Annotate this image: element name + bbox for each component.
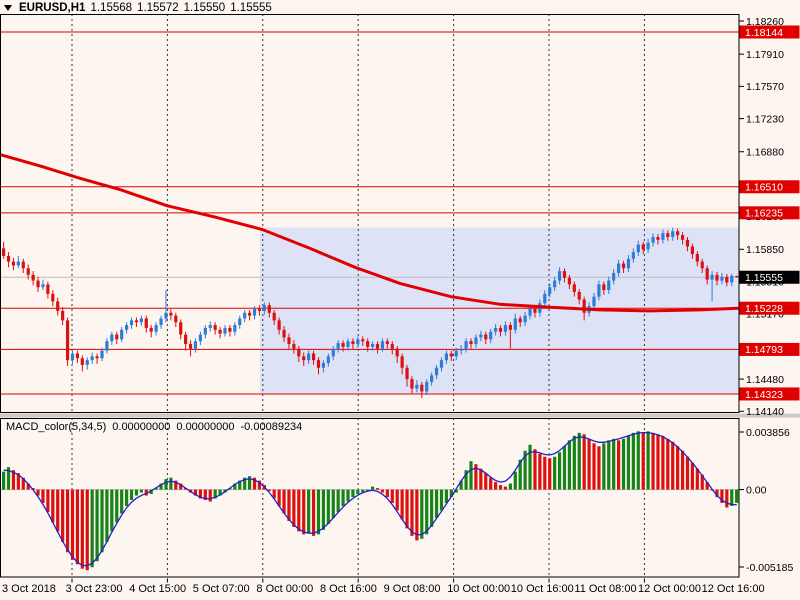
- price-axis[interactable]: 1.18260 1.17910 1.17570 1.17230 1.16880 1.162…: [739, 16, 800, 574]
- price-badge-1.16235: [739, 206, 800, 220]
- time-tick-label: 9 Oct 08:00: [384, 583, 441, 595]
- time-tick-label: 11 Oct 08:00: [574, 583, 636, 595]
- price-tick-label: 1.18260: [746, 16, 784, 28]
- price-badge-label: 1.14323: [745, 389, 783, 401]
- price-badge-label: 1.14793: [745, 344, 783, 356]
- chart-dropdown-icon[interactable]: [4, 4, 12, 11]
- time-tick-label: 5 Oct 07:00: [193, 583, 250, 595]
- open-value: 1.15568: [90, 1, 133, 14]
- macd-value-signal: 0.00000000: [176, 421, 235, 433]
- time-tick-label: 12 Oct 00:00: [638, 583, 701, 595]
- price-tick-label: 1.17910: [746, 49, 784, 61]
- macd-value-main: 0.00000000: [112, 421, 171, 433]
- time-tick-label: 3 Oct 23:00: [66, 583, 123, 595]
- price-badge-1.16510: [739, 180, 800, 194]
- price-badge-label: 1.18144: [745, 27, 783, 39]
- price-badge-1.14793: [739, 342, 800, 356]
- pane-splitter[interactable]: [0, 413, 800, 418]
- price-tick-label: 1.15850: [746, 244, 784, 256]
- time-tick-label: 8 Oct 16:00: [320, 583, 377, 595]
- price-tick-label: 1.16880: [746, 147, 784, 159]
- macd-histogram: [2, 431, 739, 571]
- macd-tick-label: -0.005185: [746, 562, 793, 574]
- macd-pane-border: [0, 418, 740, 578]
- vertical-gridlines: [71, 14, 645, 578]
- macd-signal-line: [3, 431, 737, 567]
- macd-tick-label: 0.00: [746, 484, 767, 496]
- price-badge-label: 1.16235: [745, 208, 783, 220]
- high-value: 1.15572: [137, 1, 179, 14]
- price-badge-1.15228: [739, 301, 800, 315]
- macd-value-histogram: -0.00089234: [240, 421, 303, 433]
- horizontal-level-lines[interactable]: [0, 31, 739, 395]
- main-pane-border: [0, 14, 740, 413]
- time-tick-label: 10 Oct 16:00: [511, 583, 574, 595]
- low-value: 1.15550: [183, 1, 226, 14]
- price-badge-label: 1.15228: [745, 303, 783, 315]
- macd-indicator-name: MACD_color(5,34,5): [6, 421, 107, 433]
- macd-tick-label: 0.003856: [746, 427, 790, 439]
- moving-average-line: [0, 153, 740, 313]
- price-tick-label: 1.17230: [746, 113, 784, 125]
- time-tick-label: 3 Oct 2018: [2, 583, 56, 595]
- price-badge-1.18144: [739, 25, 800, 39]
- symbol-period-label: EURUSD,H1: [19, 1, 86, 14]
- price-tick-label: 1.17570: [746, 81, 784, 93]
- price-badge-1.14323: [739, 387, 800, 401]
- time-tick-label: 8 Oct 00:00: [256, 583, 313, 595]
- price-tick-label: 1.14480: [746, 374, 784, 386]
- price-badge-label: 1.16510: [745, 182, 783, 194]
- time-tick-label: 4 Oct 15:00: [129, 583, 186, 595]
- time-tick-label: 10 Oct 00:00: [447, 583, 510, 595]
- time-axis[interactable]: 3 Oct 2018 3 Oct 23:00 4 Oct 15:00 5 Oct 07…: [2, 578, 765, 596]
- chart-titlebar: EURUSD,H1 1.15568 1.15572 1.15550 1.1555…: [4, 1, 272, 14]
- close-value: 1.15555: [230, 1, 272, 14]
- time-tick-label: 12 Oct 16:00: [702, 583, 765, 595]
- price-badge-1.15555: [739, 270, 800, 284]
- macd-indicator-label: MACD_color(5,34,5) 0.00000000 0.00000000…: [6, 421, 302, 433]
- price-tick-label: 1.14140: [746, 406, 784, 418]
- price-badge-label: 1.15555: [745, 272, 783, 284]
